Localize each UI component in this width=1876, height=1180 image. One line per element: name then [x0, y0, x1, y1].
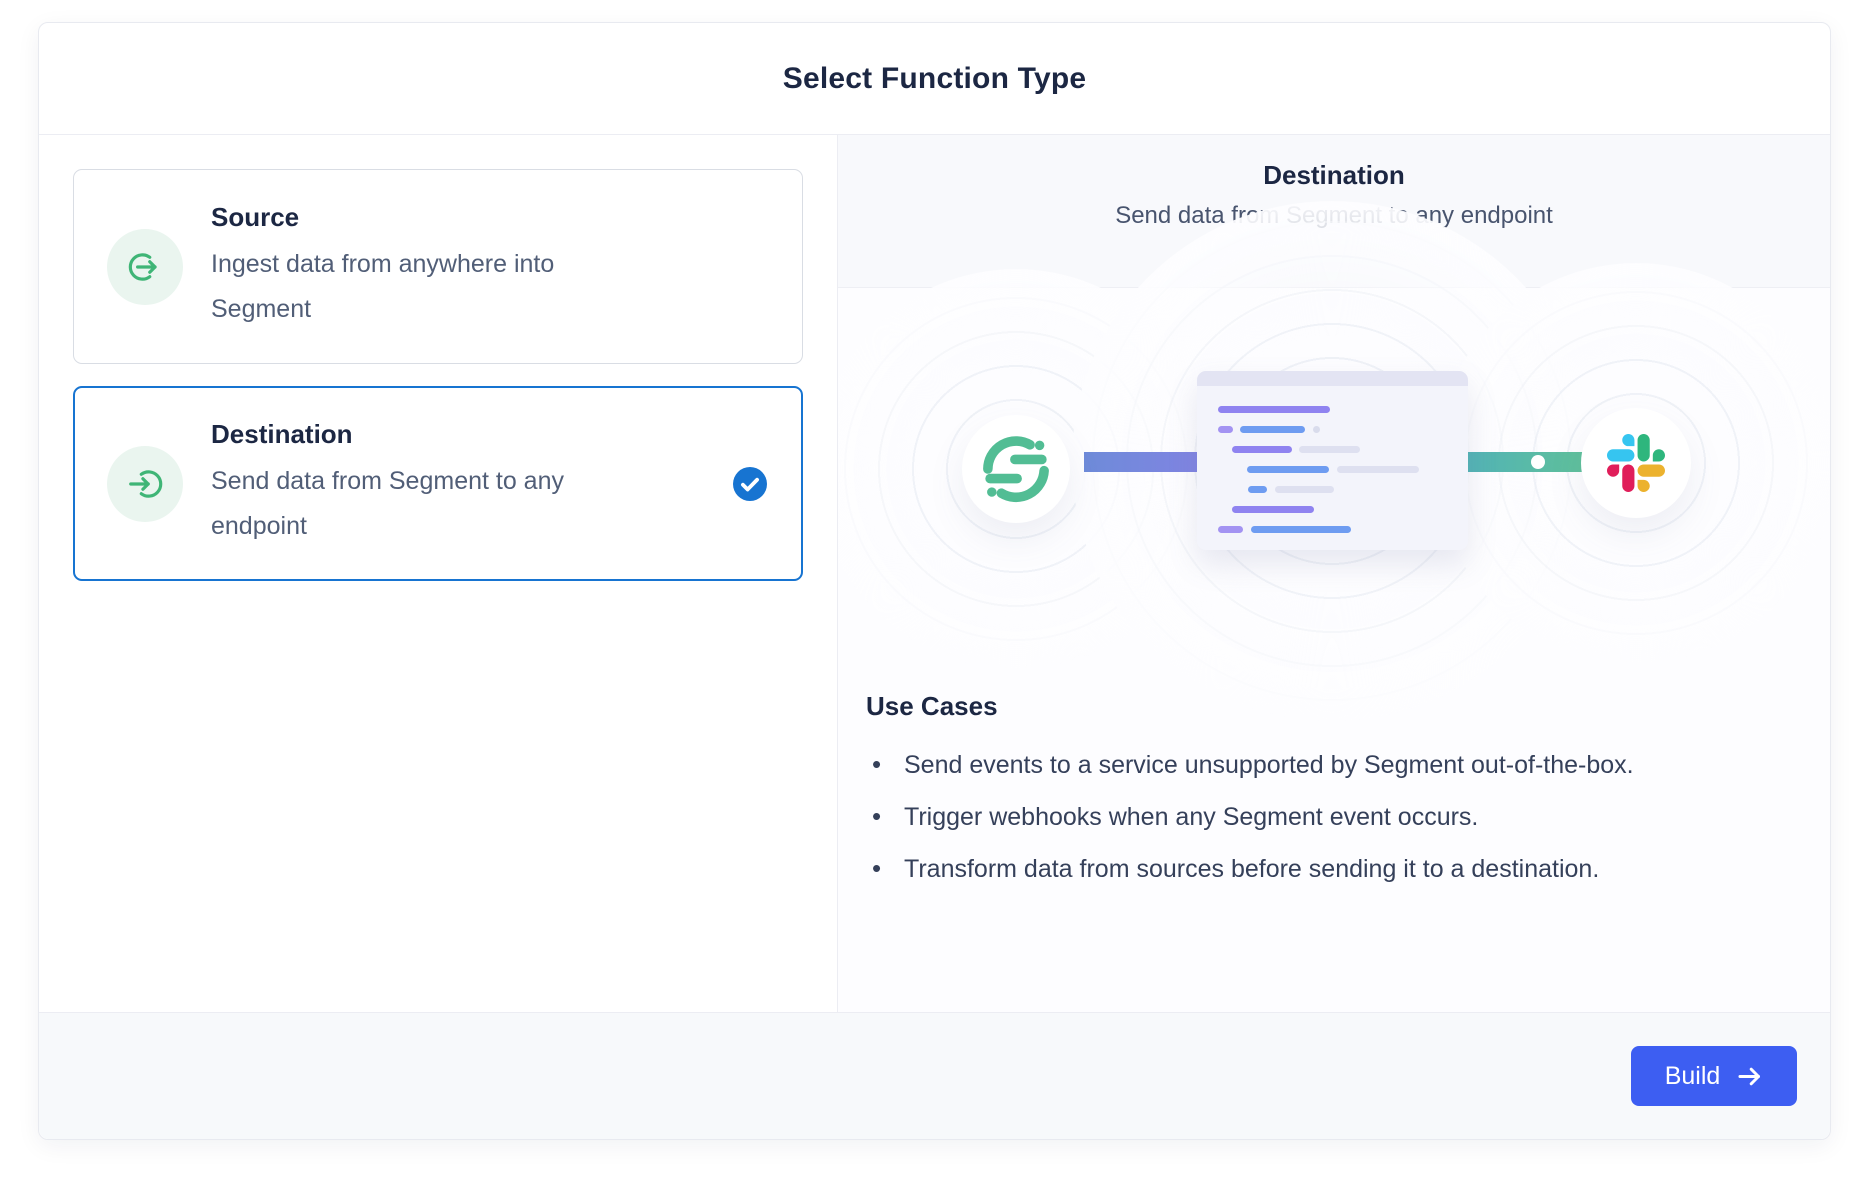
use-case-item: Trigger webhooks when any Segment event …: [866, 801, 1790, 833]
use-cases-section: Use Cases Send events to a service unsup…: [866, 691, 1790, 906]
use-cases-list: Send events to a service unsupported by …: [866, 749, 1790, 885]
segment-logo-icon: [962, 415, 1070, 523]
option-card-destination[interactable]: Destination Send data from Segment to an…: [73, 386, 803, 581]
code-editor-graphic: [1197, 371, 1468, 550]
destination-detail-panel: Destination Send data from Segment to an…: [838, 135, 1830, 1012]
segment-to-code-connector: [1084, 452, 1199, 472]
source-icon: [107, 228, 183, 305]
source-card-title: Source: [211, 201, 300, 232]
connector-dot: [1531, 455, 1545, 469]
source-card-description: Ingest data from anywhere into Segment: [211, 249, 555, 323]
code-editor-titlebar: [1197, 371, 1468, 386]
use-cases-heading: Use Cases: [866, 691, 998, 721]
function-type-options: Source Ingest data from anywhere into Se…: [39, 135, 838, 1012]
destination-card-title: Destination: [211, 418, 353, 449]
dialog-header: Select Function Type: [39, 23, 1830, 135]
destination-icon: [107, 445, 183, 522]
arrow-right-icon: [1736, 1063, 1763, 1090]
slack-logo-icon: [1581, 408, 1691, 518]
build-button[interactable]: Build: [1631, 1046, 1797, 1106]
use-case-item: Transform data from sources before sendi…: [866, 853, 1790, 885]
dialog-body: Source Ingest data from anywhere into Se…: [39, 135, 1830, 1012]
select-function-type-dialog: Select Function Type Source Ingest data …: [38, 22, 1831, 1140]
code-to-slack-connector: [1466, 452, 1583, 472]
dialog-footer: Build: [39, 1012, 1830, 1139]
selected-check-icon: [733, 466, 767, 501]
destination-card-description: Send data from Segment to any endpoint: [211, 466, 564, 540]
build-button-label: Build: [1664, 1061, 1721, 1090]
option-card-source[interactable]: Source Ingest data from anywhere into Se…: [73, 169, 803, 364]
use-case-item: Send events to a service unsupported by …: [866, 749, 1790, 781]
detail-title: Destination: [1263, 160, 1405, 190]
page-title: Select Function Type: [782, 61, 1087, 95]
